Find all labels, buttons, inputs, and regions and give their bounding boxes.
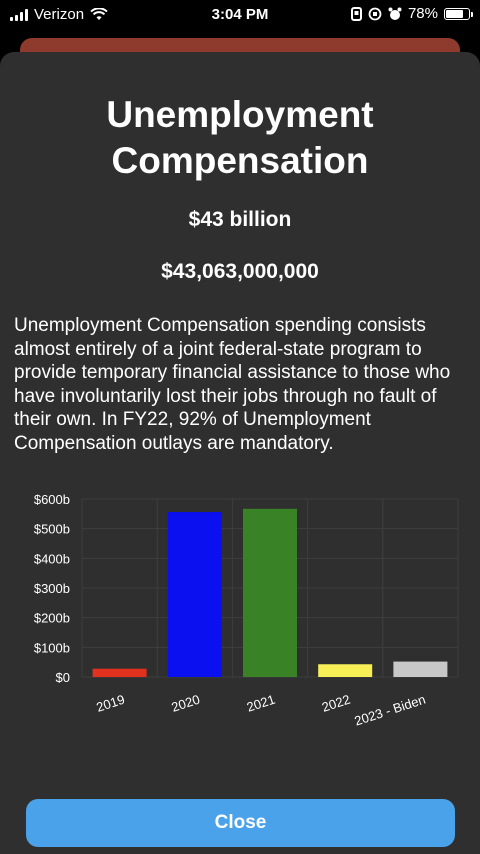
amount-full: $43,063,000,000 — [161, 260, 319, 283]
battery-percent: 78% — [407, 5, 438, 22]
status-time: 3:04 PM — [211, 6, 269, 23]
bar-2020 — [167, 512, 222, 677]
detail-title: Unemployment Compensation — [106, 94, 374, 181]
y-tick-label: $600b — [34, 492, 70, 507]
spending-bar-chart: $0 $100b $200b $300b $400b $500b $600b 2019 2020… — [34, 492, 459, 729]
bar-2022 — [318, 664, 373, 677]
close-button[interactable]: Close — [26, 799, 455, 847]
y-tick-label: $0 — [56, 670, 70, 685]
battery-fill — [446, 9, 464, 18]
y-tick-label: $500b — [34, 522, 70, 537]
bar-2019 — [92, 668, 147, 677]
bar-2021 — [243, 508, 297, 677]
status-left: Verizon — [10, 6, 108, 23]
y-tick-label: $200b — [34, 611, 70, 626]
x-tick-label: 2019 — [94, 692, 126, 715]
amount-short: $43 billion — [188, 208, 292, 231]
detail-sheet — [0, 52, 480, 854]
portrait-lock-icon — [350, 6, 362, 21]
y-tick-label: $100b — [34, 640, 70, 655]
x-tick-label: 2021 — [245, 692, 277, 715]
x-tick-label: 2022 — [320, 692, 352, 715]
status-right: 78% — [350, 5, 473, 22]
rotation-lock-icon — [368, 7, 382, 20]
bar-2023-biden — [393, 661, 448, 677]
y-tick-label: $300b — [34, 581, 70, 596]
description-text: Unemployment Compensation spending consi… — [14, 315, 451, 454]
signal-icon — [10, 8, 28, 21]
status-bar: Verizon 3:04 PM 78% — [0, 0, 480, 30]
carrier-label: Verizon — [34, 6, 85, 23]
alarm-icon — [388, 7, 402, 20]
wifi-icon — [90, 8, 108, 20]
x-tick-label: 2020 — [170, 692, 202, 715]
x-tick-label: 2023 - Biden — [353, 692, 428, 729]
y-tick-label: $400b — [34, 551, 70, 566]
battery-icon — [444, 7, 473, 20]
